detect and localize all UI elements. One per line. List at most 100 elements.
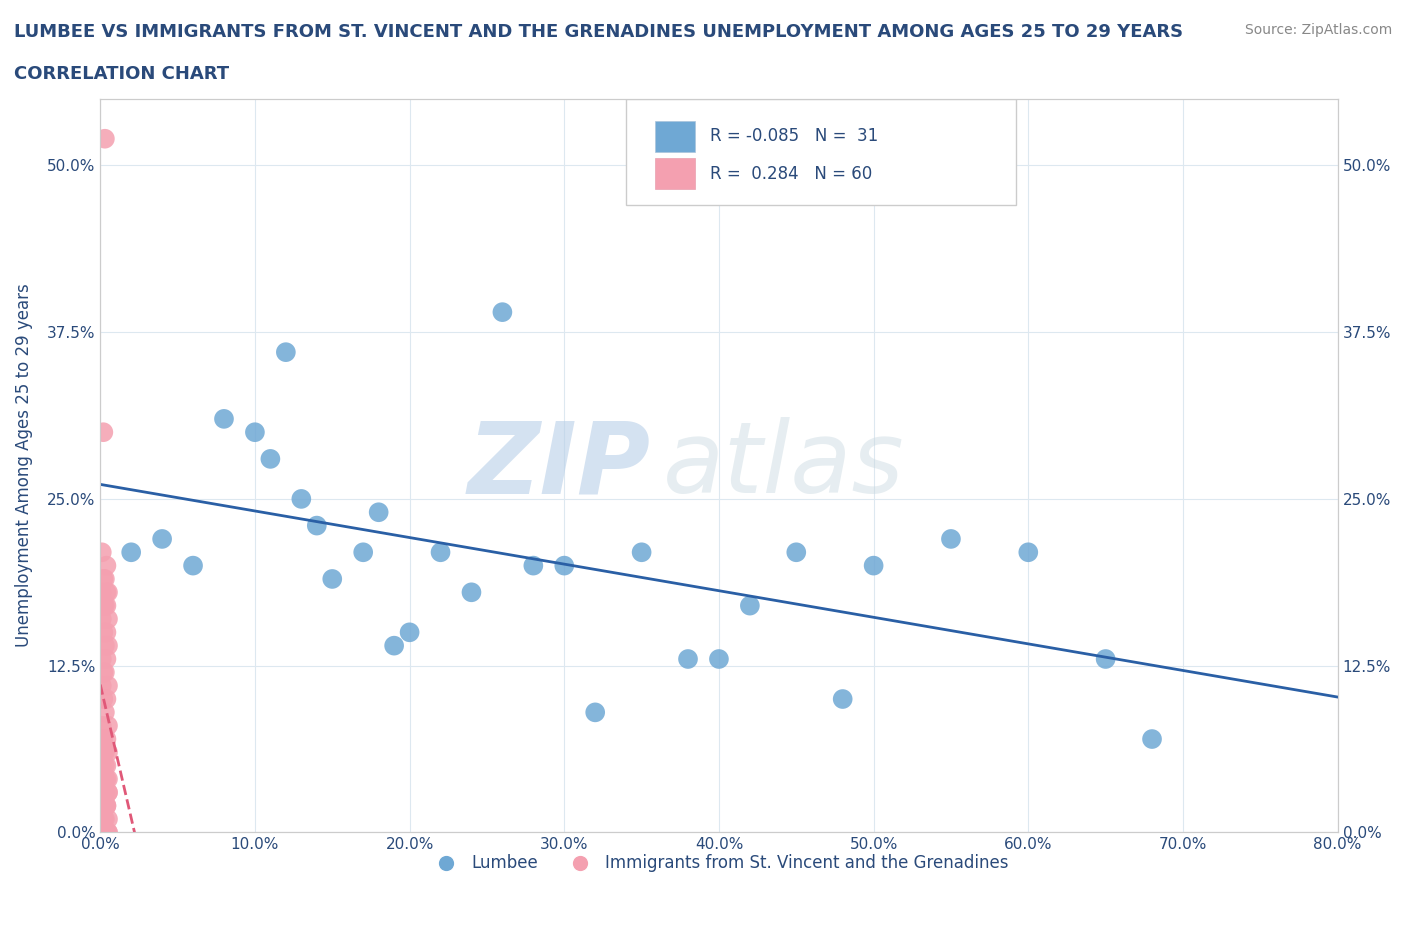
Point xyxy=(522,558,544,573)
Text: R = -0.085   N =  31: R = -0.085 N = 31 xyxy=(710,127,879,145)
Point xyxy=(862,558,884,573)
Point xyxy=(96,598,118,613)
Point xyxy=(90,798,112,813)
Point xyxy=(120,545,142,560)
Point xyxy=(367,505,389,520)
Point xyxy=(382,638,405,653)
FancyBboxPatch shape xyxy=(655,121,696,152)
Point xyxy=(90,545,112,560)
Point xyxy=(97,745,120,760)
Point xyxy=(97,825,120,840)
Point xyxy=(96,652,118,667)
Point xyxy=(90,678,112,693)
Point xyxy=(583,705,606,720)
Text: ZIP: ZIP xyxy=(468,417,651,514)
Point xyxy=(90,585,112,600)
Point xyxy=(97,678,120,693)
Point xyxy=(93,772,115,787)
Point xyxy=(243,425,266,440)
Point xyxy=(150,532,173,547)
FancyBboxPatch shape xyxy=(626,99,1017,206)
Text: atlas: atlas xyxy=(664,417,905,514)
Point xyxy=(97,718,120,733)
Point xyxy=(94,812,117,827)
Point xyxy=(93,572,115,587)
Point xyxy=(181,558,204,573)
Point xyxy=(707,652,730,667)
Point xyxy=(94,665,117,680)
Point xyxy=(491,305,513,320)
Point xyxy=(93,598,115,613)
Point xyxy=(398,625,420,640)
Point xyxy=(212,411,235,426)
Point xyxy=(429,545,451,560)
Point xyxy=(831,692,853,707)
Y-axis label: Unemployment Among Ages 25 to 29 years: Unemployment Among Ages 25 to 29 years xyxy=(15,284,32,647)
Point xyxy=(94,598,117,613)
Point xyxy=(94,638,117,653)
Point xyxy=(96,625,118,640)
Point xyxy=(93,745,115,760)
Point xyxy=(93,772,115,787)
Point xyxy=(97,772,120,787)
Point xyxy=(90,718,112,733)
Point xyxy=(96,798,118,813)
Point xyxy=(93,798,115,813)
Point xyxy=(90,652,112,667)
Point xyxy=(97,585,120,600)
Point xyxy=(553,558,575,573)
Point xyxy=(96,825,118,840)
Point xyxy=(274,345,297,360)
Point xyxy=(97,825,120,840)
Point xyxy=(94,798,117,813)
Point xyxy=(94,758,117,773)
Point xyxy=(96,692,118,707)
Text: LUMBEE VS IMMIGRANTS FROM ST. VINCENT AND THE GRENADINES UNEMPLOYMENT AMONG AGES: LUMBEE VS IMMIGRANTS FROM ST. VINCENT AN… xyxy=(14,23,1184,41)
Point xyxy=(305,518,328,533)
Point xyxy=(94,705,117,720)
Point xyxy=(90,758,112,773)
Point xyxy=(630,545,652,560)
Point xyxy=(939,532,962,547)
Point xyxy=(1094,652,1116,667)
Point xyxy=(1017,545,1039,560)
Point xyxy=(97,638,120,653)
Point xyxy=(93,692,115,707)
Point xyxy=(96,732,118,747)
Point xyxy=(97,785,120,800)
Legend: Lumbee, Immigrants from St. Vincent and the Grenadines: Lumbee, Immigrants from St. Vincent and … xyxy=(423,848,1015,879)
Point xyxy=(460,585,482,600)
Point xyxy=(90,798,112,813)
Text: CORRELATION CHART: CORRELATION CHART xyxy=(14,65,229,83)
Point xyxy=(94,131,117,146)
Point xyxy=(90,612,112,627)
Point xyxy=(93,425,115,440)
Point xyxy=(94,772,117,787)
Point xyxy=(290,491,312,506)
Point xyxy=(96,585,118,600)
Text: Source: ZipAtlas.com: Source: ZipAtlas.com xyxy=(1244,23,1392,37)
Point xyxy=(96,558,118,573)
Point xyxy=(93,812,115,827)
Point xyxy=(94,785,117,800)
Point xyxy=(96,798,118,813)
Point xyxy=(97,785,120,800)
Text: R =  0.284   N = 60: R = 0.284 N = 60 xyxy=(710,165,873,182)
Point xyxy=(94,572,117,587)
Point xyxy=(93,732,115,747)
Point xyxy=(90,812,112,827)
Point xyxy=(352,545,374,560)
Point xyxy=(1140,732,1163,747)
Point xyxy=(93,665,115,680)
Point xyxy=(90,732,112,747)
Point xyxy=(97,612,120,627)
Point xyxy=(738,598,761,613)
Point xyxy=(785,545,807,560)
Point xyxy=(321,572,343,587)
Point xyxy=(676,652,699,667)
Point xyxy=(96,772,118,787)
Point xyxy=(93,625,115,640)
Point xyxy=(90,785,112,800)
Point xyxy=(259,451,281,466)
Point xyxy=(96,758,118,773)
